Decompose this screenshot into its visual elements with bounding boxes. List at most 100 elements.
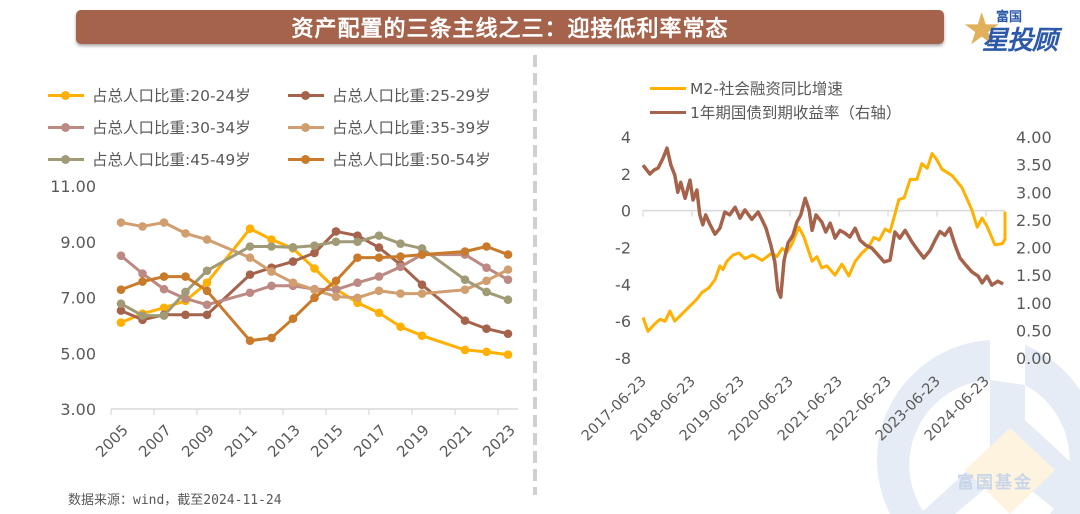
data-point (116, 251, 126, 260)
legend-swatch (650, 86, 686, 90)
data-point (202, 266, 212, 276)
y-tick-label: 5.00 (60, 344, 96, 363)
data-point (181, 310, 190, 320)
data-point (116, 285, 126, 294)
data-point (288, 243, 298, 252)
watermark-text: 富国基金 (957, 473, 1033, 493)
data-point (159, 272, 169, 281)
data-point (374, 231, 384, 240)
legend-swatch (48, 152, 84, 166)
y-right-tick-label: 3.50 (1016, 156, 1052, 175)
data-point (267, 267, 276, 276)
y-left-tick-label: -4 (615, 275, 631, 294)
data-point (331, 276, 341, 286)
data-point (460, 285, 470, 294)
y-right-tick-label: 2.00 (1016, 239, 1052, 258)
data-point (417, 280, 427, 289)
legend-swatch (288, 120, 324, 134)
data-point (482, 287, 491, 297)
data-point (202, 235, 212, 244)
data-point (245, 288, 255, 298)
y-right-tick-label: 2.50 (1016, 211, 1052, 230)
y-right-tick-label: 4.00 (1016, 128, 1052, 147)
legend-item-35-39: 占总人口比重:35-39岁 (288, 116, 491, 138)
data-point (460, 345, 470, 355)
data-point (288, 278, 298, 288)
data-point (353, 231, 362, 240)
data-point (116, 218, 126, 227)
data-point (310, 241, 319, 250)
y-tick-label: 11.00 (50, 177, 96, 196)
data-point (245, 224, 255, 233)
data-point (245, 336, 255, 346)
legend-label: 占总人口比重:45-49岁 (92, 151, 251, 169)
data-point (396, 322, 405, 332)
logo-small-text: 富国 (996, 10, 1023, 25)
logo-big-text: 星投顾 (982, 26, 1058, 56)
data-point (374, 286, 384, 296)
y-left-tick-label: -6 (615, 312, 631, 331)
data-point (374, 308, 384, 318)
data-point (482, 324, 491, 334)
data-point (159, 284, 169, 294)
legend-swatch (288, 88, 324, 102)
data-point (181, 229, 190, 238)
data-point (374, 272, 384, 281)
data-point (245, 242, 255, 251)
brand-logo: ★ 富国 星投顾 (962, 4, 1072, 57)
legend-item-25-29: 占总人口比重:25-29岁 (288, 84, 491, 106)
legend-item-50-54: 占总人口比重:50-54岁 (288, 148, 491, 170)
data-point (482, 263, 491, 272)
legend-label: M2-社会融资同比增速 (690, 80, 843, 98)
data-point (181, 272, 190, 281)
data-point (310, 264, 319, 273)
legend-label: 占总人口比重:50-54岁 (332, 151, 491, 169)
data-point (181, 287, 190, 297)
legend-label: 1年期国债到期收益率（右轴） (690, 104, 902, 122)
data-point (245, 253, 255, 262)
right-chart-m2-yield: 2017-06-232018-06-232019-06-232020-06-23… (579, 128, 1052, 444)
data-source-note: 数据来源：wind，截至2024-11-24 (68, 493, 282, 508)
y-right-tick-label: 1.50 (1016, 266, 1052, 285)
legend-item-yield: 1年期国债到期收益率（右轴） (650, 100, 901, 124)
data-point (202, 278, 212, 288)
data-point (310, 285, 319, 294)
data-point (245, 270, 255, 279)
legend-label: 占总人口比重:30-34岁 (92, 119, 251, 137)
y-tick-label: 7.00 (60, 289, 96, 308)
data-point (460, 247, 470, 256)
data-point (267, 281, 276, 291)
title-bar: 资产配置的三条主线之三：迎接低利率常态 (76, 10, 944, 44)
data-point (159, 218, 169, 227)
data-point (331, 237, 341, 247)
legend-label: 占总人口比重:20-24岁 (92, 87, 251, 105)
legend-swatch (288, 152, 324, 166)
data-point (503, 329, 513, 339)
y-tick-label: 9.00 (60, 233, 96, 252)
watermark-logo (877, 340, 1080, 514)
data-point (503, 250, 513, 259)
legend-item-45-49: 占总人口比重:45-49岁 (48, 148, 251, 170)
data-point (503, 275, 513, 284)
data-point (310, 293, 319, 303)
legend-label: 占总人口比重:25-29岁 (332, 87, 491, 105)
right-chart-legend: M2-社会融资同比增速 1年期国债到期收益率（右轴） (650, 76, 901, 124)
data-point (353, 237, 362, 247)
legend-label: 占总人口比重:35-39岁 (332, 119, 491, 137)
data-point (396, 289, 405, 298)
legend-item-20-24: 占总人口比重:20-24岁 (48, 84, 251, 106)
y-right-tick-label: 3.00 (1016, 183, 1052, 202)
data-point (482, 242, 491, 251)
data-point (267, 242, 276, 251)
data-point (417, 244, 427, 253)
data-point (353, 253, 362, 262)
data-point (116, 299, 126, 308)
data-point (353, 278, 362, 288)
panel-divider (533, 55, 537, 495)
data-point (331, 292, 341, 301)
data-point (202, 286, 212, 296)
legend-swatch (48, 120, 84, 134)
data-point (116, 306, 126, 315)
data-point (417, 331, 427, 340)
